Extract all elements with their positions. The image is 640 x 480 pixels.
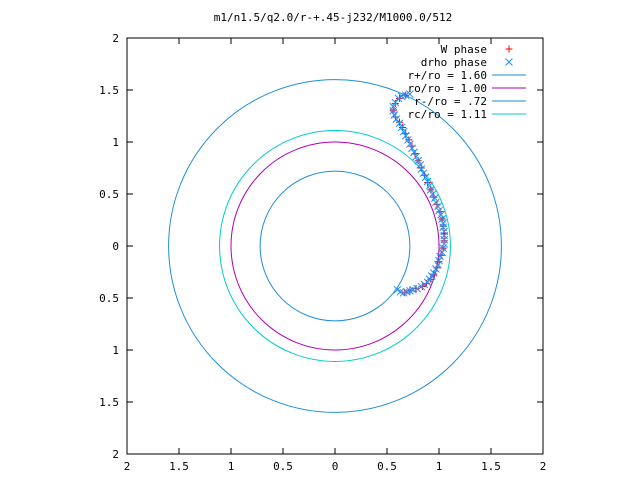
legend-label-1: drho phase xyxy=(421,56,487,69)
circle-series-4 xyxy=(259,170,411,322)
w-phase-point-13 xyxy=(439,222,447,230)
w-phase-point-27 xyxy=(399,123,407,131)
w-phase-point-25 xyxy=(405,136,413,144)
axis-ticks: 2 1.5 1 0.5 0 0.5 1 1.5 221.510.500.511.52 xyxy=(99,32,546,473)
legend-label-4: r-/ro = .72 xyxy=(414,95,487,108)
y-tick-label-1: 1.5 xyxy=(99,84,119,97)
y-tick-label-7: 1.5 xyxy=(99,396,119,409)
drho-phase-point-33 xyxy=(425,181,434,190)
legend-label-2: r+/ro = 1.60 xyxy=(408,69,487,82)
drho-phase-point-31 xyxy=(428,190,437,198)
drho-phase-point-13 xyxy=(432,265,440,273)
x-tick-label-3: 0.5 xyxy=(273,460,293,473)
w-phase-point-29 xyxy=(391,113,399,121)
x-tick-label-2: 1 xyxy=(228,460,235,473)
circle-series-3 xyxy=(230,141,440,351)
y-tick-label-8: 2 xyxy=(112,448,119,461)
drho-phase-point-43 xyxy=(406,140,414,148)
legend-label-3: ro/ro = 1.00 xyxy=(408,82,487,95)
x-tick-label-4: 0 xyxy=(332,460,339,473)
y-tick-label-3: 0.5 xyxy=(99,188,119,201)
drho-phase-point-57 xyxy=(406,90,414,99)
drho-phase-point-35 xyxy=(421,173,430,182)
drho-phase-point-16 xyxy=(436,252,444,261)
x-tick-label-7: 1.5 xyxy=(481,460,501,473)
drho-phase-point-40 xyxy=(412,152,420,161)
drho-phase-point-45 xyxy=(401,131,410,140)
x-tick-label-1: 1.5 xyxy=(169,460,189,473)
chart-title: m1/n1.5/q2.0/r-+.45-j232/M1000.0/512 xyxy=(214,11,452,24)
drho-phase-point-39 xyxy=(414,156,423,165)
drho-phase-point-42 xyxy=(408,144,416,153)
x-tick-label-5: 0.5 xyxy=(377,460,397,473)
y-tick-label-5: 0.5 xyxy=(99,292,119,305)
reference-circles xyxy=(168,79,502,413)
circle-series-2 xyxy=(168,79,502,413)
y-tick-label-4: 0 xyxy=(112,240,119,253)
circle-series-5 xyxy=(219,130,451,362)
drho-phase-point-44 xyxy=(403,136,412,144)
drho-phase-point-6 xyxy=(413,284,422,293)
drho-phase-point-34 xyxy=(423,177,432,186)
w-phase-point-11 xyxy=(440,237,448,245)
drho-phase-point-28 xyxy=(434,202,442,211)
legend-label-0: W phase xyxy=(441,43,487,56)
x-tick-label-0: 2 xyxy=(124,460,131,473)
drho-phase-point-46 xyxy=(399,127,408,136)
x-tick-label-6: 1 xyxy=(436,460,443,473)
drho-phase-point-41 xyxy=(410,148,418,157)
y-tick-label-0: 2 xyxy=(112,32,119,45)
w-phase-point-0 xyxy=(401,289,409,297)
drho-phase-point-47 xyxy=(397,123,406,132)
drho-phase-point-48 xyxy=(395,119,404,128)
drho-phase-point-53 xyxy=(391,98,400,107)
data-markers xyxy=(389,90,449,297)
legend-sample-1 xyxy=(505,58,513,66)
w-phase-point-16 xyxy=(433,200,441,208)
w-phase-point-20 xyxy=(420,171,428,179)
legend-label-5: rc/ro = 1.11 xyxy=(408,108,487,121)
x-tick-label-8: 2 xyxy=(540,460,547,473)
drho-phase-point-49 xyxy=(392,115,401,123)
drho-phase-point-26 xyxy=(437,210,445,219)
drho-phase-point-12 xyxy=(429,269,438,277)
drho-phase-point-30 xyxy=(430,194,439,203)
legend-sample-0 xyxy=(505,45,513,53)
drho-phase-point-36 xyxy=(419,169,428,178)
drho-phase-point-52 xyxy=(389,102,398,111)
w-phase-point-19 xyxy=(424,179,432,187)
y-tick-label-6: 1 xyxy=(112,344,119,357)
drho-phase-point-38 xyxy=(416,161,425,169)
y-tick-label-2: 1 xyxy=(112,136,119,149)
